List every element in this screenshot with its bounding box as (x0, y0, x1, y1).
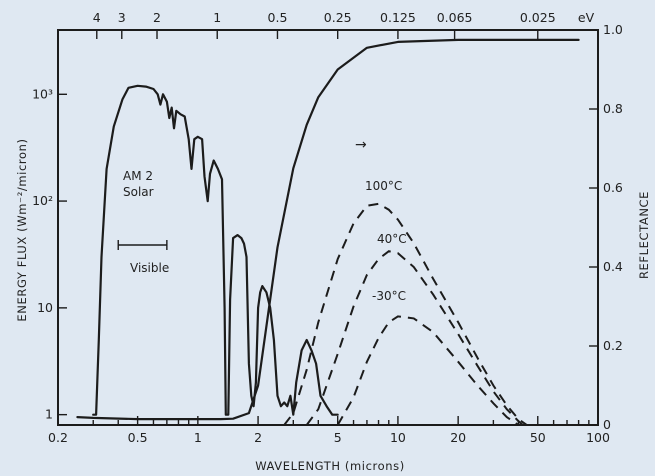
x-tick-label: 100 (586, 430, 610, 445)
x-tick-label: 50 (530, 430, 546, 445)
x-tick-label: 20 (450, 430, 466, 445)
temp-label-100c: 100°C (365, 179, 402, 193)
y-right-tick-label: 0.4 (603, 259, 623, 274)
x-tick-label: 10 (390, 430, 406, 445)
series-line-40-c (305, 250, 524, 426)
x-top-tick-label: 0.25 (324, 10, 352, 25)
x-top-tick-label: 0.065 (437, 10, 473, 25)
x-top-tick-label: 0.125 (380, 10, 416, 25)
y-left-tick-label: 10² (32, 193, 53, 208)
visible-label: Visible (130, 261, 169, 275)
y-right-tick-label: 0.2 (603, 338, 623, 353)
series-line-30-c (336, 315, 519, 426)
x-top-tick-label: 4 (93, 10, 101, 25)
temp-label-minus30c: -30°C (372, 289, 406, 303)
x-axis-title: WAVELENGTH (microns) (255, 459, 405, 473)
x-tick-label: 5 (334, 430, 342, 445)
x-tick-label: 2 (254, 430, 262, 445)
y-left-tick-label: 10 (37, 300, 53, 315)
solar-label-line2: Solar (123, 185, 154, 199)
y-left-tick-label: 1 (45, 407, 53, 422)
x-top-tick-label: 1 (213, 10, 221, 25)
x-tick-label: 0.5 (128, 430, 148, 445)
temp-label-40c: 40°C (377, 232, 407, 246)
y-right-tick-label: 1.0 (603, 22, 623, 37)
y-axis-title-right: REFLECTANCE (637, 191, 651, 279)
x-tick-label: 1 (194, 430, 202, 445)
series-line-am-2-solar (92, 84, 339, 416)
y-right-tick-label: 0 (603, 417, 611, 432)
x-top-tick-label: 3 (118, 10, 126, 25)
y-left-tick-label: 10³ (32, 86, 53, 101)
x-top-tick-label: 0.5 (268, 10, 288, 25)
plot-frame (57, 29, 599, 426)
x-tick-label: 0.2 (48, 430, 68, 445)
solar-label-line1: AM 2 (123, 169, 153, 183)
y-right-tick-label: 0.6 (603, 180, 623, 195)
series-line-reflectance (76, 38, 580, 421)
top-axis-unit: eV (578, 10, 595, 25)
y-axis-title-left: ENERGY FLUX (Wm⁻²/micron) (15, 138, 29, 321)
reflectance-arrow: → (355, 137, 367, 153)
x-top-tick-label: 0.025 (520, 10, 556, 25)
x-top-tick-label: 2 (153, 10, 161, 25)
y-right-tick-label: 0.8 (603, 101, 623, 116)
